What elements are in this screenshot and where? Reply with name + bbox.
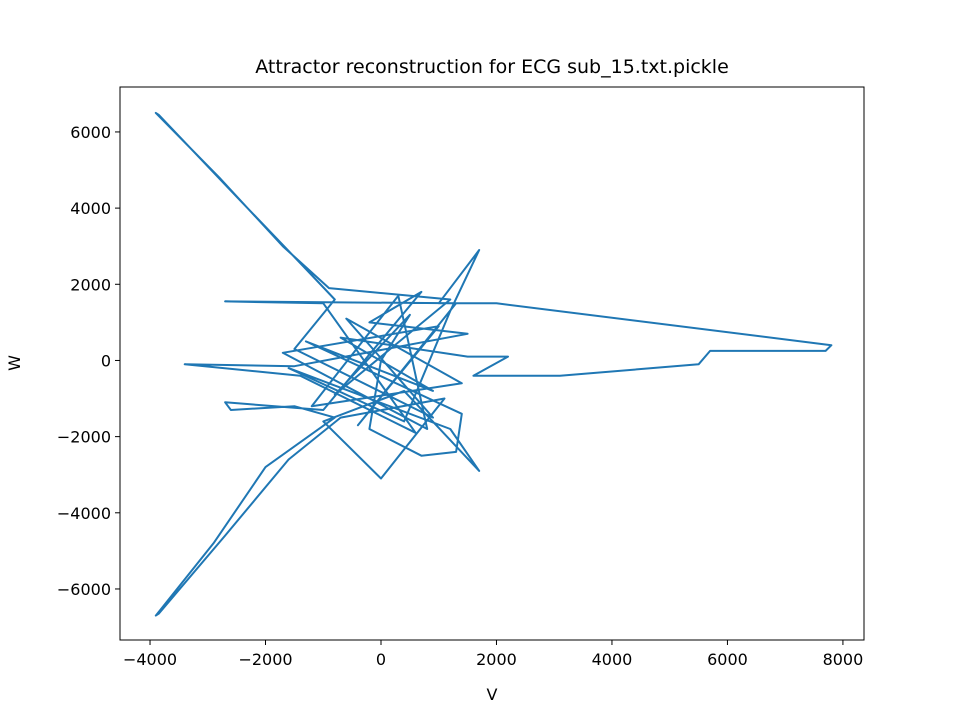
x-axis-label: V — [487, 685, 498, 704]
y-axis-label: W — [5, 355, 24, 371]
x-tick-label: 0 — [376, 650, 386, 669]
y-tick-label: 4000 — [70, 199, 111, 218]
x-tick-label: 2000 — [476, 650, 517, 669]
chart-title: Attractor reconstruction for ECG sub_15.… — [255, 56, 729, 78]
plot-frame — [119, 86, 865, 641]
x-tick-label: 6000 — [707, 650, 748, 669]
y-tick-label: −6000 — [57, 580, 111, 599]
y-tick-label: −2000 — [57, 428, 111, 447]
y-tick-label: 0 — [101, 351, 111, 370]
y-tick-label: 2000 — [70, 275, 111, 294]
y-tick-label: 6000 — [70, 123, 111, 142]
line-series — [154, 111, 833, 617]
x-tick-label: 8000 — [823, 650, 864, 669]
x-tick-label: −2000 — [238, 650, 292, 669]
x-tick-label: 4000 — [592, 650, 633, 669]
y-tick-label: −4000 — [57, 504, 111, 523]
x-tick-label: −4000 — [123, 650, 177, 669]
